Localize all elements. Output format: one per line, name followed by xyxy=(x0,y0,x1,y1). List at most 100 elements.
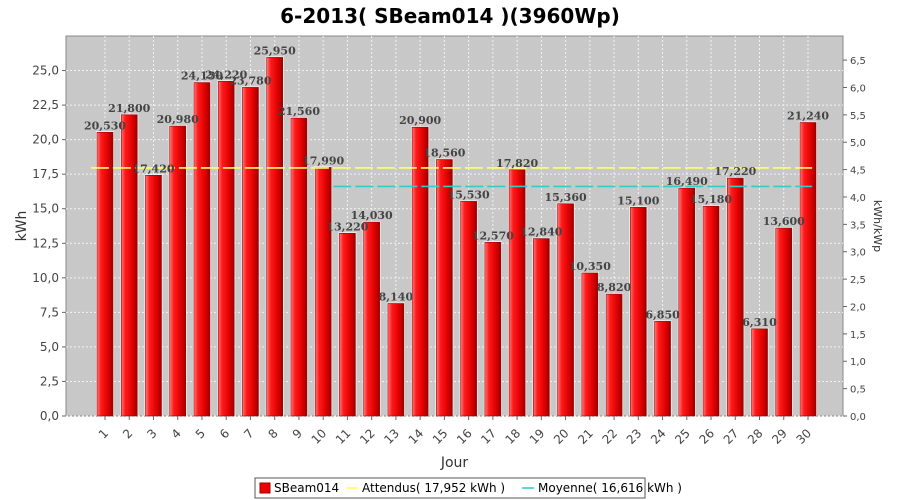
y2-tick-label: 5,0 xyxy=(850,138,866,149)
bar xyxy=(339,233,356,417)
y2-tick-label: 6,5 xyxy=(850,56,866,67)
x-tick-label: 9 xyxy=(290,426,305,441)
bar xyxy=(411,126,429,417)
legend-label: Moyenne( 16,616 kWh ) xyxy=(538,481,682,495)
x-tick-label: 29 xyxy=(769,426,790,447)
x-tick-label: 3 xyxy=(144,426,159,441)
x-tick-label: 22 xyxy=(599,426,620,447)
bar-value-label: 20,980 xyxy=(157,113,199,126)
bar xyxy=(387,303,405,417)
x-tick-label: 13 xyxy=(381,426,402,447)
y-tick-label: 17,5 xyxy=(32,167,59,181)
reference-lines xyxy=(90,167,813,188)
y2-tick-label: 2,5 xyxy=(850,275,866,286)
x-tick-label: 30 xyxy=(793,426,814,447)
bar-value-label: 21,560 xyxy=(278,105,320,118)
bar xyxy=(775,227,793,417)
legend-label: Attendus( 17,952 kWh ) xyxy=(362,481,505,495)
x-tick-label: 19 xyxy=(527,426,548,447)
x-tick-label: 28 xyxy=(745,426,766,447)
bar-value-label: 15,530 xyxy=(448,188,490,201)
bar-value-label: 17,820 xyxy=(496,157,538,170)
bar xyxy=(533,238,550,417)
y2-tick-label: 3,5 xyxy=(850,220,866,231)
x-tick-label: 6 xyxy=(217,426,232,441)
bar-value-label: 8,820 xyxy=(597,281,632,294)
y2-tick-label: 3,0 xyxy=(850,248,866,259)
y2-tick-label: 5,5 xyxy=(850,111,866,122)
x-tick-label: 15 xyxy=(430,426,451,447)
bar-value-label: 15,180 xyxy=(690,193,732,206)
x-tick-label: 4 xyxy=(169,426,184,441)
y2-tick-label: 1,0 xyxy=(850,357,866,368)
y2-tick-label: 4,0 xyxy=(850,193,866,204)
bar-value-label: 21,240 xyxy=(787,110,829,123)
y-tick-label: 5,0 xyxy=(40,340,59,354)
bar xyxy=(605,293,623,417)
bar xyxy=(217,81,235,417)
y2-axis-ticks: 0,0 0,5 1,0 1,5 2,0 2,5 3,0 3,5 4,0 4,5 5,0 5,5 6,0 6… xyxy=(843,56,866,423)
bar-value-label: 17,420 xyxy=(132,162,174,175)
bar-value-label: 24,220 xyxy=(205,68,247,81)
bar-value-label: 16,490 xyxy=(666,175,708,188)
x-tick-label: 7 xyxy=(241,426,256,441)
bar-value-label: 21,800 xyxy=(108,102,150,115)
bar xyxy=(508,169,526,417)
y2-tick-label: 6,0 xyxy=(850,83,866,94)
y-tick-label: 15,0 xyxy=(32,202,59,216)
y-tick-label: 22,5 xyxy=(32,98,59,112)
bar xyxy=(193,82,211,417)
y2-tick-label: 2,0 xyxy=(850,302,866,313)
bar xyxy=(654,321,671,417)
bar-value-label: 12,840 xyxy=(520,226,562,239)
x-axis-ticks: 1 2 3 4 5 6 7 8 9 10 11 12 13 14 15 16 17 18 19 20 21 22 23 24 2… xyxy=(96,416,814,447)
bar-value-label: 14,030 xyxy=(351,209,393,222)
bar-value-label: 15,100 xyxy=(617,194,659,207)
x-tick-label: 20 xyxy=(551,426,572,447)
chart-title: 6-2013( SBeam014 )(3960Wp) xyxy=(280,4,620,28)
bar xyxy=(96,132,114,417)
bar-value-label: 6,850 xyxy=(645,308,680,321)
bar-value-label: 17,990 xyxy=(302,154,344,167)
x-tick-label: 16 xyxy=(454,426,475,447)
x-tick-label: 1 xyxy=(96,426,111,441)
bar xyxy=(751,328,768,417)
bar xyxy=(484,242,502,417)
bar-value-label: 17,220 xyxy=(714,165,756,178)
x-tick-label: 21 xyxy=(575,426,596,447)
bar xyxy=(120,114,138,417)
y-tick-label: 10,0 xyxy=(32,271,59,285)
bar-value-label: 8,140 xyxy=(379,291,414,304)
bar-value-label: 12,570 xyxy=(472,229,514,242)
bar-value-label: 10,350 xyxy=(569,260,611,273)
y-tick-label: 7,5 xyxy=(40,305,59,319)
y-tick-label: 12,5 xyxy=(32,236,59,250)
x-tick-label: 17 xyxy=(478,426,499,447)
bar-value-label: 20,530 xyxy=(84,119,126,132)
value-labels: 20,530 21,800 17,420 20,980 24,13024,22023,7… xyxy=(84,44,829,328)
x-tick-label: 14 xyxy=(406,426,427,447)
bar xyxy=(242,87,259,417)
x-tick-label: 5 xyxy=(193,426,208,441)
x-tick-label: 27 xyxy=(721,426,742,447)
y-tick-label: 0,0 xyxy=(40,409,59,423)
bar xyxy=(726,177,744,417)
bar xyxy=(145,174,162,417)
x-tick-label: 11 xyxy=(333,426,354,447)
y-tick-label: 25,0 xyxy=(32,64,59,78)
legend-label: SBeam014 xyxy=(274,481,339,495)
bar xyxy=(799,122,817,417)
y2-tick-label: 1,5 xyxy=(850,330,866,341)
x-tick-label: 24 xyxy=(648,426,669,447)
bar-value-label: 18,560 xyxy=(423,147,465,160)
bar xyxy=(678,187,696,417)
legend: SBeam014 Attendus( 17,952 kWh ) Moyenne( 1… xyxy=(254,477,682,499)
bar-value-label: 25,950 xyxy=(254,44,296,57)
x-tick-label: 2 xyxy=(120,426,135,441)
y-tick-label: 2,5 xyxy=(40,374,59,388)
y-axis-ticks: 0,0 2,5 5,0 7,5 10,0 12,5 15,0 17,5 20,0 22,5 25,0 xyxy=(32,64,66,423)
legend-box xyxy=(254,477,646,499)
x-tick-label: 25 xyxy=(672,426,693,447)
y2-tick-label: 0,0 xyxy=(850,412,866,423)
